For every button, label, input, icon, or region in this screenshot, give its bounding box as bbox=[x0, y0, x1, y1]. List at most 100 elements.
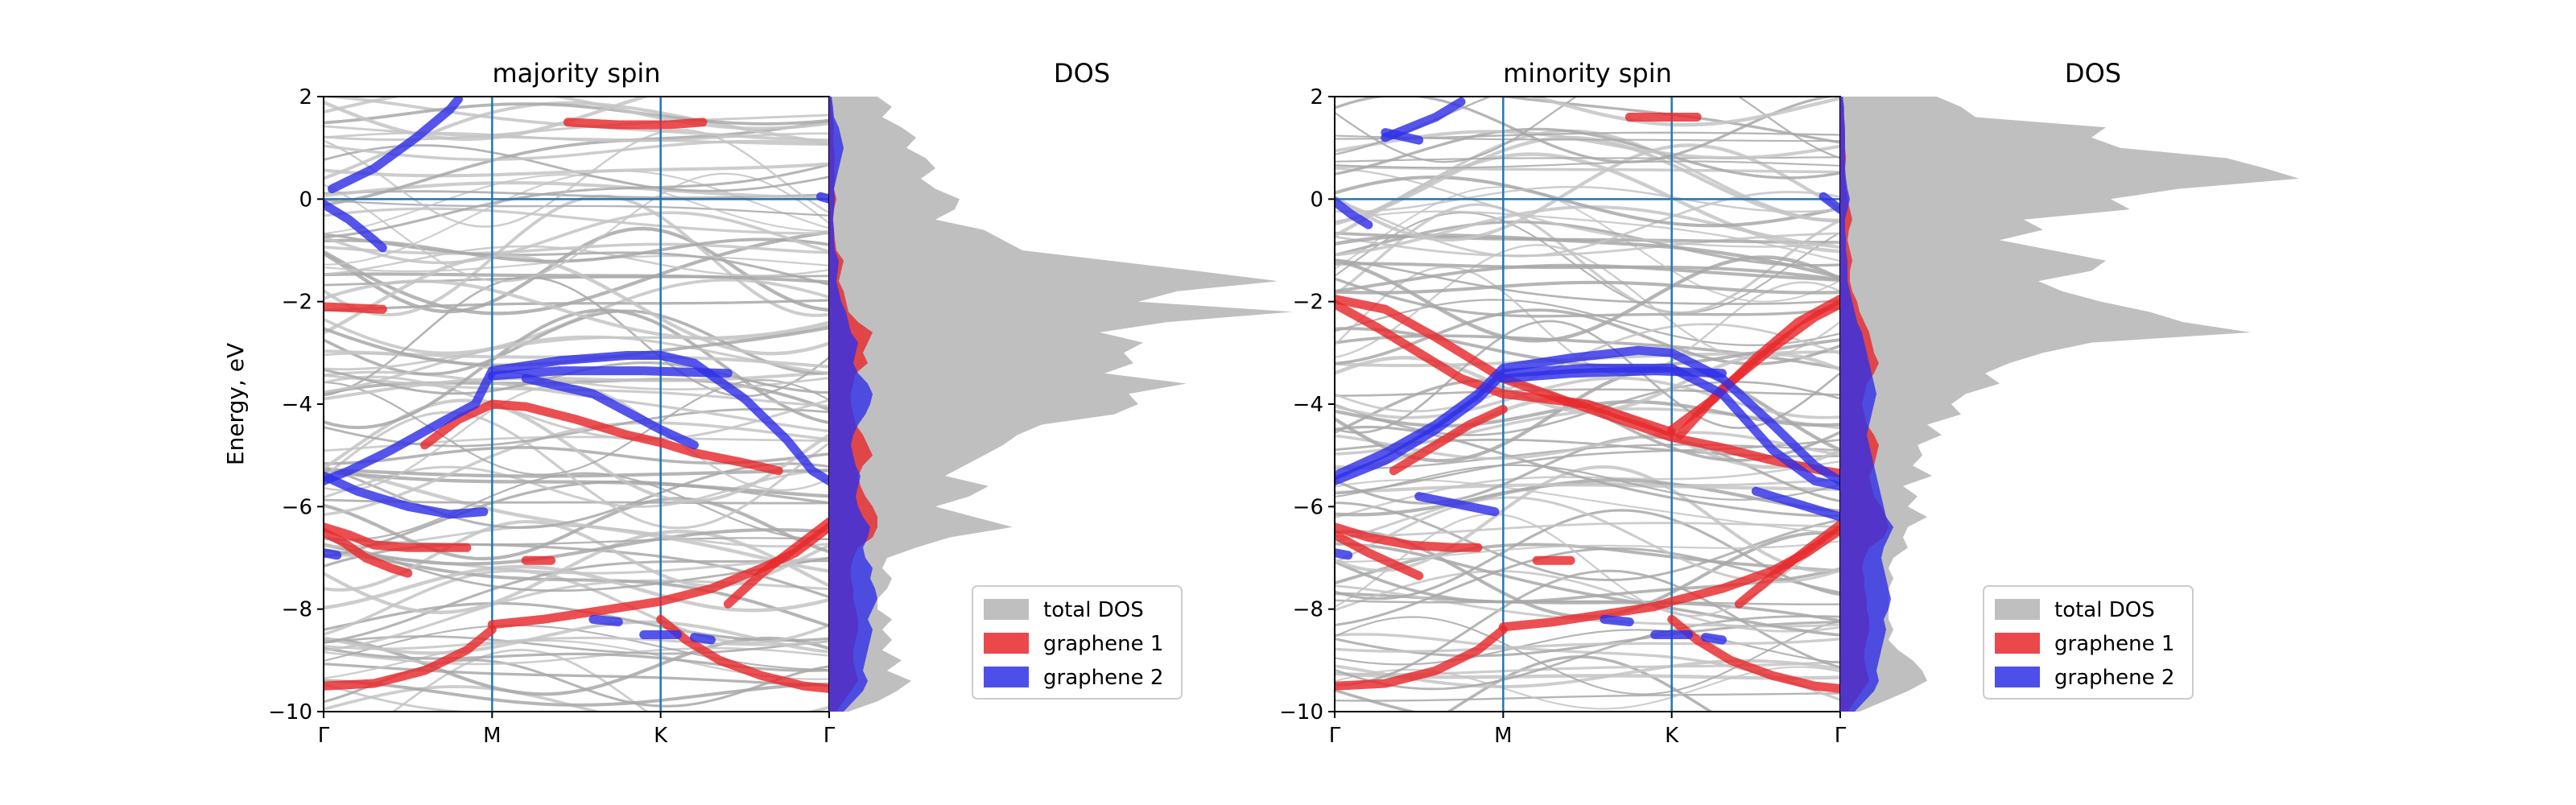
background-band-line bbox=[1335, 263, 1840, 293]
background-band-line bbox=[324, 174, 829, 234]
background-band-line bbox=[1335, 143, 1840, 242]
background-band-line bbox=[324, 163, 829, 239]
background-band-line bbox=[324, 320, 829, 371]
graphene-2-band bbox=[521, 374, 699, 450]
legend-label: graphene 1 bbox=[1043, 632, 1163, 656]
y-tick-label: −4 bbox=[1293, 393, 1323, 417]
background-band-line bbox=[1335, 616, 1840, 696]
background-band-line bbox=[324, 480, 829, 559]
legend-label: graphene 2 bbox=[2054, 666, 2174, 690]
background-band-line bbox=[1335, 444, 1840, 470]
background-band-line bbox=[324, 120, 829, 207]
background-band-line bbox=[324, 279, 829, 341]
y-tick-label: −8 bbox=[282, 598, 312, 622]
graphene-2-band bbox=[1701, 633, 1727, 645]
background-band-line bbox=[324, 194, 829, 317]
background-band-line bbox=[324, 498, 829, 505]
graphene-2-band bbox=[1335, 197, 1373, 229]
background-band-line bbox=[1335, 167, 1840, 248]
graphene-2-band bbox=[324, 351, 829, 485]
graphene-2-band bbox=[1381, 128, 1424, 145]
y-tick-label: −10 bbox=[268, 700, 312, 724]
majority-dos-legend: total DOS graphene 1 graphene 2 bbox=[972, 585, 1183, 700]
background-band-line bbox=[1335, 280, 1840, 295]
background-band-line bbox=[1335, 258, 1840, 305]
y-tick-label: 2 bbox=[1310, 85, 1323, 109]
graphene-2-band bbox=[324, 200, 387, 253]
background-band-line bbox=[324, 635, 829, 655]
minority-spin-panel: minority spin 2 0 −2 −4 −6 −8 −10 Γ M K Γ bbox=[1279, 58, 1847, 748]
background-band-line bbox=[391, 648, 650, 712]
background-band-line bbox=[324, 129, 829, 228]
background-band-line bbox=[324, 207, 829, 235]
graphene-1-band bbox=[1335, 530, 1424, 580]
background-band-line bbox=[324, 569, 829, 645]
background-band-line bbox=[1335, 629, 1840, 666]
graphene-2-dos-area bbox=[1840, 97, 1893, 712]
background-band-line bbox=[1335, 160, 1840, 169]
majority-spin-title: majority spin bbox=[492, 58, 660, 89]
y-tick-label: −6 bbox=[282, 495, 312, 519]
legend-swatch bbox=[1995, 667, 2040, 687]
y-axis-label: Energy, eV bbox=[222, 343, 249, 465]
background-band-line bbox=[1335, 262, 1840, 282]
legend-label: total DOS bbox=[2054, 598, 2155, 622]
graphene-2-band bbox=[1414, 492, 1500, 517]
graphene-2-band bbox=[1335, 363, 1840, 491]
minority-spin-title: minority spin bbox=[1503, 58, 1672, 89]
graphene-1-band bbox=[324, 522, 472, 552]
background-band-line bbox=[1527, 97, 1840, 127]
graphene-2-band bbox=[487, 366, 733, 381]
background-band-line bbox=[1335, 570, 1840, 633]
background-band-line bbox=[324, 162, 829, 178]
graphene-2-band bbox=[588, 614, 623, 627]
graphene-2-band bbox=[1600, 614, 1634, 627]
background-band-line bbox=[324, 102, 829, 126]
graphene-1-band bbox=[324, 302, 387, 314]
background-band-line bbox=[324, 466, 829, 573]
background-band-line bbox=[1335, 542, 1840, 637]
background-band-line bbox=[324, 465, 829, 508]
background-band-line bbox=[324, 254, 829, 356]
background-band-line bbox=[324, 242, 829, 255]
y-tick-label: 0 bbox=[299, 188, 312, 212]
legend-label: graphene 2 bbox=[1043, 666, 1163, 690]
k-tick-label: K bbox=[1665, 724, 1679, 748]
graphene-1-band bbox=[656, 614, 829, 693]
background-band-line bbox=[1335, 191, 1840, 258]
background-band-line bbox=[324, 172, 829, 283]
minority-fermi-and-kpoint-lines bbox=[1335, 97, 1840, 712]
background-band-line bbox=[1335, 464, 1840, 501]
y-tick-label: −4 bbox=[282, 393, 312, 417]
background-band-line bbox=[324, 375, 829, 441]
background-band-line bbox=[324, 299, 829, 312]
background-band-line bbox=[1335, 543, 1840, 585]
graphene-1-band bbox=[1675, 299, 1840, 440]
k-tick-label: K bbox=[654, 724, 668, 748]
y-tick-label: −2 bbox=[282, 291, 312, 315]
background-band-line bbox=[324, 663, 829, 687]
majority-dos-title: DOS bbox=[1054, 58, 1110, 89]
legend-swatch bbox=[1995, 633, 2040, 654]
background-band-line bbox=[1335, 186, 1840, 303]
background-band-line bbox=[324, 683, 480, 712]
legend-label: total DOS bbox=[1043, 598, 1144, 622]
graphene-1-band bbox=[1667, 614, 1840, 693]
k-tick-label: M bbox=[1494, 724, 1512, 748]
minority-dos-title: DOS bbox=[2065, 58, 2121, 89]
graphene-2-band bbox=[1381, 97, 1466, 142]
graphene-2-band bbox=[1335, 548, 1353, 560]
background-band-line bbox=[1335, 615, 1840, 691]
k-tick-label: Γ bbox=[1329, 724, 1341, 748]
y-tick-label: −8 bbox=[1293, 598, 1323, 622]
background-band-line bbox=[324, 411, 829, 530]
legend-swatch bbox=[1995, 599, 2040, 620]
background-band-line bbox=[324, 272, 829, 284]
k-tick-label: M bbox=[483, 724, 501, 748]
graphene-1-band bbox=[723, 517, 829, 609]
graphene-1-band bbox=[1734, 520, 1840, 609]
graphene-1-band bbox=[1335, 522, 1483, 552]
background-band-line bbox=[1335, 638, 1840, 653]
